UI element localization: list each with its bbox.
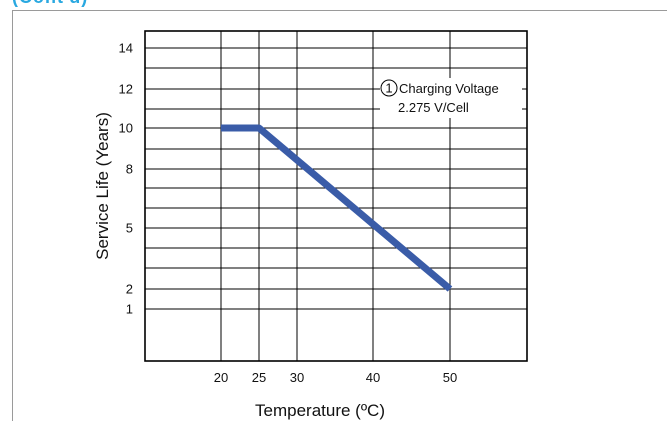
- annotation-marker-circle: [380, 79, 398, 97]
- x-axis-title: Temperature (ºC): [255, 401, 385, 420]
- series-0-point-1: [258, 127, 260, 129]
- grid-lines: [145, 31, 527, 361]
- x-tick-label-50: 50: [443, 370, 457, 385]
- annotation-line-2: 2.275 V/Cell: [398, 100, 469, 115]
- y-axis-title: Service Life (Years): [93, 112, 112, 260]
- plot-border: [144, 30, 528, 362]
- series-lines: [220, 124, 453, 292]
- y-tick-label-10: 10: [119, 121, 133, 136]
- x-tick-label-40: 40: [366, 370, 380, 385]
- annotation-box: 1 Charging Voltage 2.275 V/Cell: [380, 78, 522, 118]
- y-tick-label-12: 12: [119, 82, 133, 97]
- x-tick-label-25: 25: [252, 370, 266, 385]
- header-title-text: (Cont'd): [12, 0, 88, 8]
- y-tick-label-2: 2: [126, 282, 133, 297]
- x-tick-label-20: 20: [214, 370, 228, 385]
- x-tick-labels: 20 25 30 40 50: [214, 370, 457, 385]
- y-tick-label-14: 14: [119, 41, 133, 56]
- y-tick-label-8: 8: [126, 162, 133, 177]
- content-frame: [12, 10, 667, 421]
- series-0-point-0: [220, 127, 222, 129]
- series-0-point-2: [449, 288, 451, 290]
- header-title-fragment: (Cont'd): [12, 0, 252, 10]
- annotation-line-1: Charging Voltage: [399, 81, 499, 96]
- y-tick-label-1: 1: [126, 302, 133, 317]
- x-tick-label-30: 30: [290, 370, 304, 385]
- annotation-marker-number: 1: [385, 81, 392, 96]
- y-tick-label-5: 5: [126, 221, 133, 236]
